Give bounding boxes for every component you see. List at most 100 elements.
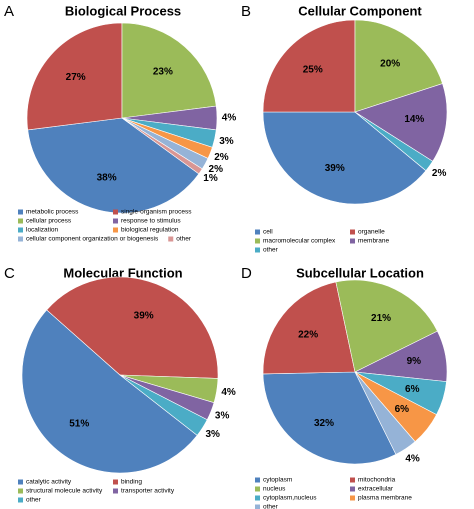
pie-slice bbox=[335, 279, 438, 373]
data-label: 39% bbox=[134, 310, 154, 321]
legend-label: membrane bbox=[358, 238, 389, 245]
data-label: 21% bbox=[371, 313, 391, 324]
pie-slice bbox=[262, 371, 397, 465]
legend-swatch bbox=[255, 247, 260, 253]
data-label: 27% bbox=[66, 72, 86, 83]
legend-label: other bbox=[176, 236, 192, 243]
data-label: 2% bbox=[214, 152, 229, 163]
data-label: 9% bbox=[407, 356, 422, 367]
legend-swatch bbox=[350, 229, 355, 235]
panel-letter: A bbox=[4, 3, 14, 20]
legend-label: extracellular bbox=[358, 486, 394, 493]
legend-label: cytoplasm bbox=[263, 477, 292, 484]
legend-label: response to stimulus bbox=[121, 218, 181, 225]
legend-label: other bbox=[26, 497, 42, 504]
legend-label: cell bbox=[263, 229, 273, 236]
legend-swatch bbox=[113, 479, 118, 485]
data-label: 3% bbox=[219, 136, 234, 147]
legend-swatch bbox=[113, 227, 118, 233]
legend-label: other bbox=[263, 247, 279, 254]
legend-label: cellular component organization or bioge… bbox=[26, 236, 159, 243]
chart-title: Subcellular Location bbox=[296, 265, 424, 280]
pie-slice bbox=[354, 83, 448, 162]
data-label: 6% bbox=[395, 404, 410, 415]
legend-label: plasma membrane bbox=[358, 495, 412, 502]
data-label: 22% bbox=[298, 329, 318, 340]
legend-swatch bbox=[350, 486, 355, 492]
data-label: 23% bbox=[153, 66, 173, 77]
data-label: 4% bbox=[221, 387, 236, 398]
data-label: 25% bbox=[303, 64, 323, 75]
data-label: 51% bbox=[69, 419, 89, 430]
data-label: 4% bbox=[222, 113, 237, 124]
legend-swatch bbox=[350, 238, 355, 244]
pie-slice bbox=[354, 111, 434, 172]
legend-swatch bbox=[255, 229, 260, 235]
data-label: 14% bbox=[404, 114, 424, 125]
legend-label: organelle bbox=[358, 229, 385, 236]
legend-swatch bbox=[18, 227, 23, 233]
chart-title: Biological Process bbox=[65, 3, 181, 18]
legend-swatch bbox=[350, 495, 355, 501]
legend-swatch bbox=[113, 209, 118, 215]
pie-slice bbox=[27, 117, 200, 214]
data-label: 2% bbox=[432, 168, 447, 179]
legend-label: catalytic activity bbox=[26, 479, 72, 486]
legend-label: macromolecular complex bbox=[263, 238, 336, 245]
pie-slice bbox=[262, 19, 356, 113]
pie-slice bbox=[119, 374, 208, 436]
legend-swatch bbox=[18, 218, 23, 224]
chart-title: Molecular Function bbox=[63, 265, 182, 280]
legend-swatch bbox=[350, 477, 355, 483]
data-label: 1% bbox=[203, 173, 218, 184]
legend-label: single-organism process bbox=[121, 209, 192, 216]
legend-label: other bbox=[263, 504, 279, 509]
data-label: 2% bbox=[209, 164, 224, 175]
legend-label: nucleus bbox=[263, 486, 286, 493]
data-label: 20% bbox=[380, 58, 400, 69]
legend-label: cellular process bbox=[26, 218, 72, 225]
data-label: 38% bbox=[97, 172, 117, 183]
legend-label: transporter activity bbox=[121, 488, 175, 495]
legend-label: localization bbox=[26, 227, 59, 234]
legend-swatch bbox=[255, 486, 260, 492]
legend-swatch bbox=[255, 238, 260, 244]
legend-swatch bbox=[18, 479, 23, 485]
legend-swatch bbox=[113, 488, 118, 494]
panel-letter: D bbox=[241, 265, 252, 282]
legend-swatch bbox=[255, 477, 260, 483]
legend-label: binding bbox=[121, 479, 142, 486]
legend-swatch bbox=[255, 504, 260, 509]
data-label: 3% bbox=[205, 429, 220, 440]
legend-label: mitochondria bbox=[358, 477, 396, 484]
legend-label: biological regulation bbox=[121, 227, 179, 234]
data-label: 6% bbox=[405, 384, 420, 395]
pie-slice bbox=[262, 281, 356, 375]
pie-slice bbox=[262, 111, 427, 205]
legend-swatch bbox=[18, 497, 23, 503]
legend-swatch bbox=[18, 209, 23, 215]
pie-slice bbox=[354, 19, 443, 113]
panel-letter: B bbox=[241, 3, 251, 20]
legend-swatch bbox=[113, 218, 118, 224]
panel-letter: C bbox=[4, 265, 15, 282]
data-label: 39% bbox=[325, 163, 345, 174]
legend-swatch bbox=[168, 236, 174, 242]
pie-slice bbox=[46, 276, 219, 379]
legend-swatch bbox=[255, 495, 260, 501]
pie-slice bbox=[26, 22, 123, 131]
pie-slice bbox=[354, 371, 416, 455]
pie-slice bbox=[21, 309, 198, 474]
data-label: 32% bbox=[314, 418, 334, 429]
data-label: 3% bbox=[215, 410, 230, 421]
legend-swatch bbox=[18, 236, 23, 242]
data-label: 4% bbox=[405, 453, 420, 464]
pie-slice bbox=[121, 22, 217, 119]
pie-slice bbox=[121, 117, 203, 175]
legend-label: metabolic process bbox=[26, 209, 79, 216]
legend-label: structural molecule activity bbox=[26, 488, 103, 495]
chart-title: Cellular Component bbox=[298, 3, 422, 18]
legend-label: cytoplasm,nucleus bbox=[263, 495, 317, 502]
legend-swatch bbox=[18, 488, 23, 494]
